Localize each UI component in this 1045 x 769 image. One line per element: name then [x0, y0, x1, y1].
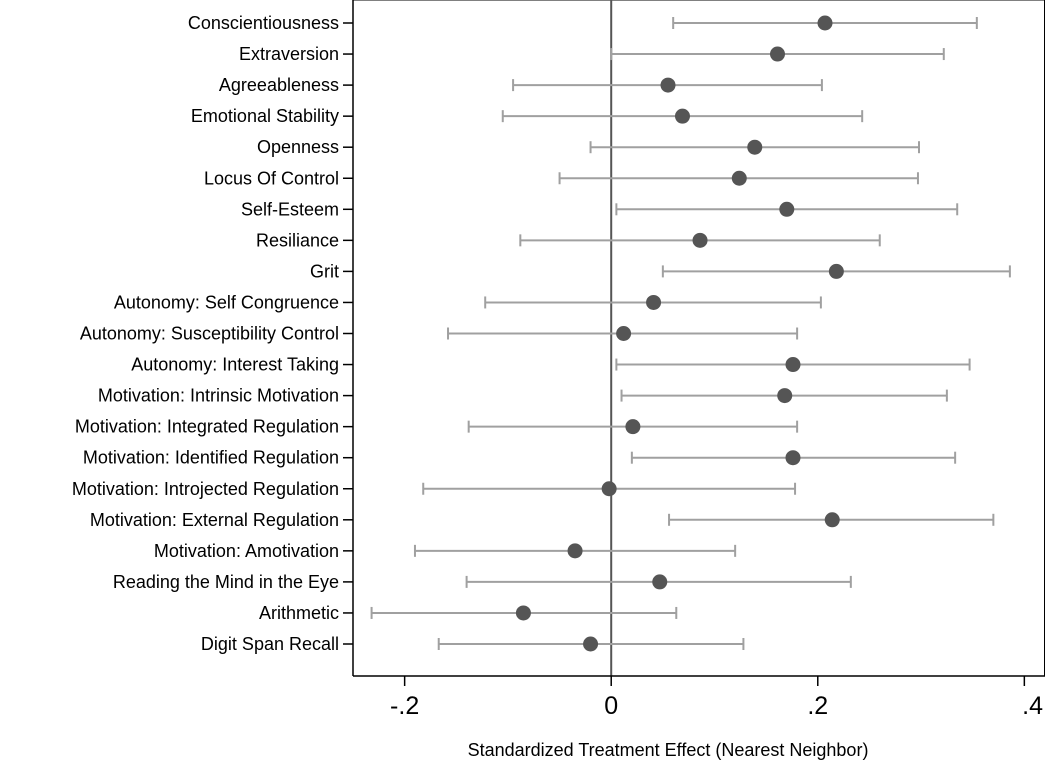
point-estimate [567, 543, 583, 559]
x-tick-label: .2 [807, 692, 828, 720]
y-tick-label: Motivation: External Regulation [90, 510, 339, 530]
y-tick-label: Motivation: Identified Regulation [83, 448, 339, 468]
point-estimate [731, 170, 747, 186]
x-axis-title: Standardized Treatment Effect (Nearest N… [468, 740, 869, 760]
y-tick-label: Resiliance [256, 230, 339, 250]
y-tick-label: Arithmetic [259, 603, 339, 623]
point-estimate [785, 450, 801, 466]
point-estimate [779, 201, 795, 217]
point-estimate [625, 419, 641, 435]
y-tick-label: Emotional Stability [191, 106, 339, 126]
point-estimate [652, 574, 668, 590]
point-estimate [747, 139, 763, 155]
point-estimate [769, 46, 785, 62]
y-axis: Conscientiousness Extraversion Agreeablene… [72, 0, 354, 676]
point-estimate [646, 294, 662, 310]
point-estimate [660, 77, 676, 93]
x-tick-label: 0 [604, 692, 618, 720]
point-estimate [692, 232, 708, 248]
point-estimate [583, 636, 599, 652]
point-estimate [601, 481, 617, 497]
y-tick-label: Locus Of Control [204, 168, 339, 188]
point-estimate [828, 263, 844, 279]
point-estimate [674, 108, 690, 124]
plot-area [353, 0, 1045, 676]
y-tick-label: Autonomy: Self Congruence [114, 292, 339, 312]
x-tick-label: .4 [1022, 692, 1043, 720]
point-estimate [817, 15, 833, 31]
y-tick-label: Self-Esteem [241, 199, 339, 219]
x-tick-label: -.2 [390, 692, 419, 720]
y-tick-label: Motivation: Amotivation [154, 541, 339, 561]
y-tick-label: Motivation: Intrinsic Motivation [98, 386, 339, 406]
point-estimate [515, 605, 531, 621]
point-estimate [785, 357, 801, 373]
y-tick-label: Conscientiousness [188, 13, 339, 33]
point-estimate [777, 388, 793, 404]
x-axis: -.2 0 .2 .4 [353, 675, 1045, 720]
y-tick-label: Grit [310, 261, 339, 281]
y-tick-label: Autonomy: Susceptibility Control [80, 324, 339, 344]
y-tick-label: Agreeableness [219, 75, 339, 95]
y-tick-label: Motivation: Introjected Regulation [72, 479, 339, 499]
y-tick-label: Digit Span Recall [201, 634, 339, 654]
y-tick-label: Openness [257, 137, 339, 157]
y-tick-label: Motivation: Integrated Regulation [75, 417, 339, 437]
y-tick-label: Reading the Mind in the Eye [113, 572, 339, 592]
y-tick-label: Extraversion [239, 44, 339, 64]
point-estimate [616, 326, 632, 341]
y-tick-label: Autonomy: Interest Taking [131, 355, 339, 375]
point-estimate [824, 512, 840, 528]
